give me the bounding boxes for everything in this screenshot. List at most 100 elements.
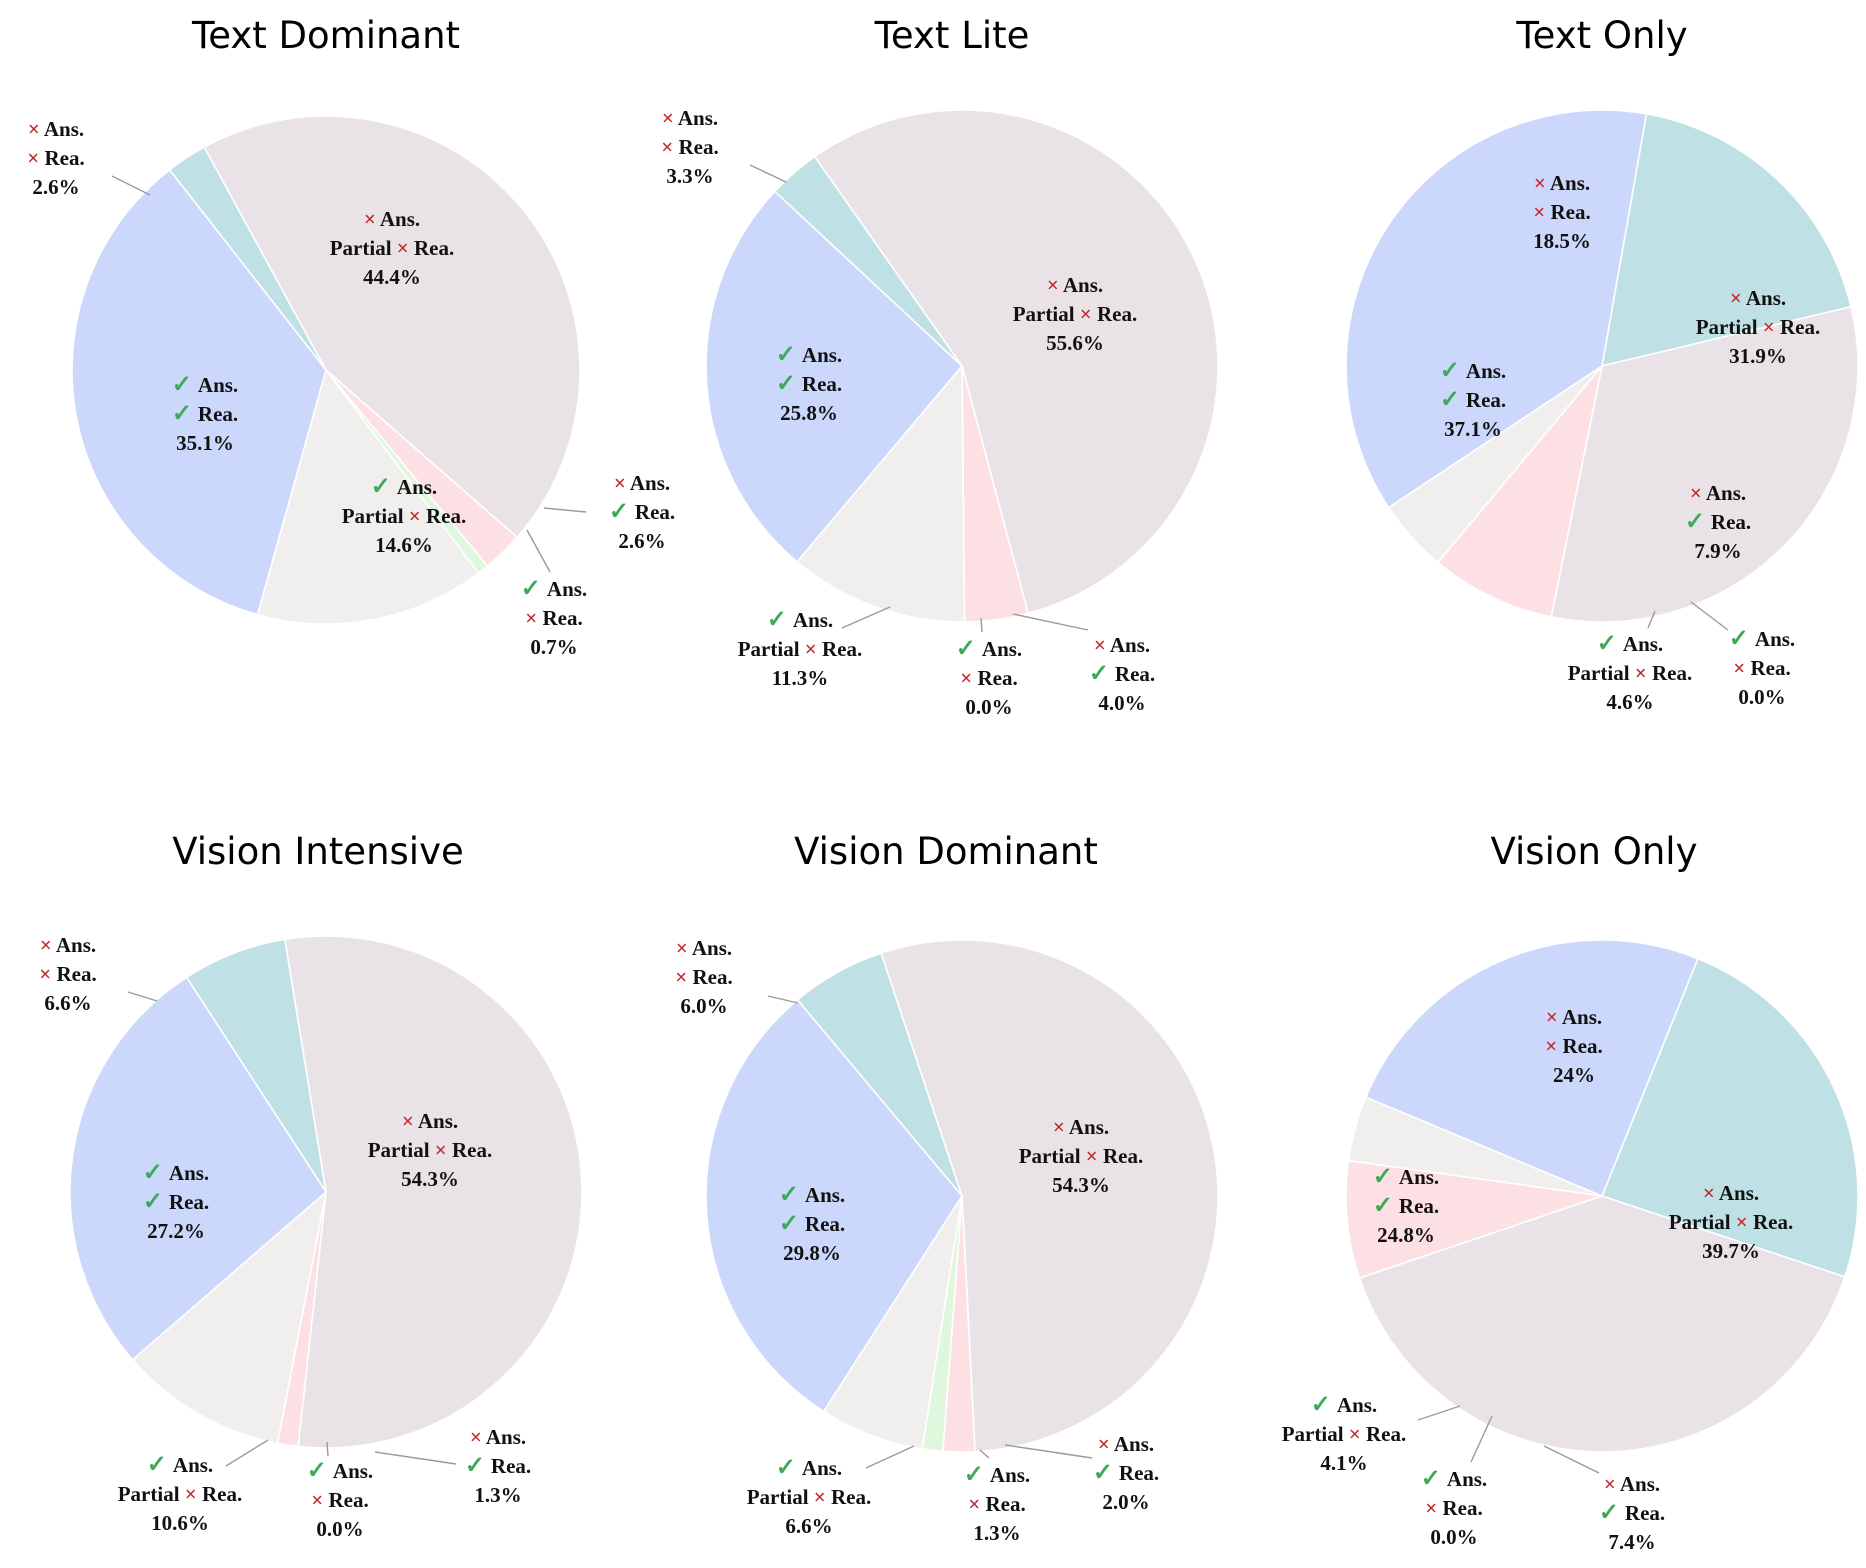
cross-icon: × [960, 666, 977, 690]
check-icon: ✓ [521, 576, 547, 602]
reasoning-line: × Rea. [39, 962, 96, 986]
pie-slice [203, 115, 581, 539]
percent-label: 3.3% [666, 164, 713, 188]
check-icon: ✓ [1373, 1193, 1399, 1219]
cross-icon: × [814, 1485, 831, 1509]
answer-line: × Ans. [1098, 1432, 1154, 1456]
reasoning-line: ✓ Rea. [465, 1453, 531, 1479]
check-icon: ✓ [776, 371, 802, 397]
check-icon: ✓ [1599, 1500, 1625, 1526]
answer-line: ✓ Ans. [779, 1182, 845, 1208]
cross-icon: × [1053, 1115, 1069, 1139]
reasoning-line: ✓ Rea. [1599, 1500, 1665, 1526]
percent-label: 6.6% [44, 991, 91, 1015]
pie-panel: Vision Intensive × Ans. × Rea. 6.6% × Ans. Pa… [39, 830, 583, 1541]
slice-label: ✓ Ans. Partial × Rea. 10.6% [118, 1452, 243, 1535]
pie-slice [69, 976, 328, 1361]
reasoning-line: × Rea. [27, 146, 84, 170]
percent-label: 7.9% [1694, 539, 1741, 563]
percent-label: 1.3% [474, 1483, 521, 1507]
answer-line: ✓ Ans. [1729, 626, 1795, 652]
pie-slice [1364, 939, 1699, 1198]
cross-icon: × [470, 1425, 486, 1449]
cross-icon: × [1533, 200, 1550, 224]
answer-line: × Ans. [470, 1425, 526, 1449]
check-icon: ✓ [1440, 387, 1466, 413]
reasoning-line: × Rea. [1545, 1034, 1602, 1058]
percent-label: 44.4% [363, 265, 421, 289]
slice-label: × Ans. × Rea. 2.6% [27, 117, 84, 199]
cross-icon: × [1086, 1144, 1103, 1168]
chart-title: Text Only [1515, 14, 1687, 57]
answer-line: ✓ Ans. [964, 1462, 1030, 1488]
slice-label: × Ans. Partial × Rea. 44.4% [330, 207, 455, 289]
check-icon: ✓ [1093, 1460, 1119, 1486]
slice-label: ✓ Ans. Partial × Rea. 11.3% [738, 607, 863, 690]
percent-label: 0.0% [1430, 1525, 1477, 1549]
reasoning-line: Partial × Rea. [1669, 1210, 1794, 1234]
cross-icon: × [1534, 171, 1550, 195]
reasoning-line: × Rea. [968, 1492, 1025, 1516]
slice-label: ✓ Ans. Partial × Rea. 4.1% [1282, 1392, 1407, 1475]
reasoning-line: Partial × Rea. [342, 504, 467, 528]
chart-title: Vision Intensive [172, 830, 463, 873]
pie-panel: Vision Only × Ans. × Rea. 24% × Ans. Partial … [1282, 830, 1859, 1554]
percent-label: 27.2% [147, 1219, 205, 1243]
cross-icon: × [1703, 1181, 1719, 1205]
answer-line: × Ans. [1053, 1115, 1109, 1139]
answer-line: ✓ Ans. [767, 607, 833, 633]
leader-line [1647, 610, 1656, 629]
reasoning-line: × Rea. [1733, 656, 1790, 680]
answer-line: × Ans. [662, 106, 718, 130]
percent-label: 2.6% [618, 529, 665, 553]
slice-label: ✓ Ans. × Rea. 1.3% [964, 1462, 1030, 1545]
leader-line [374, 1451, 457, 1465]
reasoning-line: ✓ Rea. [1440, 387, 1506, 413]
percent-label: 31.9% [1729, 344, 1787, 368]
percent-label: 54.3% [1052, 1173, 1110, 1197]
reasoning-line: Partial × Rea. [118, 1482, 243, 1506]
pie-slice [71, 168, 327, 616]
pie-slice [1550, 305, 1859, 623]
slice-label: × Ans. Partial × Rea. 54.3% [1019, 1115, 1144, 1197]
pie-slice [813, 109, 1219, 615]
answer-line: ✓ Ans. [371, 474, 437, 500]
slice-label: × Ans. × Rea. 6.6% [39, 933, 96, 1015]
check-icon: ✓ [1311, 1392, 1337, 1418]
answer-line: ✓ Ans. [1597, 631, 1663, 657]
percent-label: 18.5% [1533, 229, 1591, 253]
pie-slice [880, 939, 1219, 1453]
cross-icon: × [662, 106, 678, 130]
slice-label: ✓ Ans. Partial × Rea. 4.6% [1568, 631, 1693, 714]
slice-label: ✓ Ans. Partial × Rea. 6.6% [747, 1455, 872, 1538]
cross-icon: × [1094, 633, 1110, 657]
answer-line: × Ans. [614, 471, 670, 495]
percent-label: 29.8% [783, 1241, 841, 1265]
cross-icon: × [614, 471, 630, 495]
answer-line: × Ans. [364, 207, 420, 231]
leader-line [1543, 1445, 1600, 1474]
leader-line [1012, 613, 1089, 631]
reasoning-line: × Rea. [525, 606, 582, 630]
cross-icon: × [27, 146, 44, 170]
answer-line: × Ans. [1730, 286, 1786, 310]
reasoning-line: × Rea. [675, 965, 732, 989]
answer-line: × Ans. [676, 936, 732, 960]
percent-label: 39.7% [1702, 1239, 1760, 1263]
answer-line: × Ans. [40, 933, 96, 957]
cross-icon: × [1733, 656, 1750, 680]
check-icon: ✓ [172, 401, 198, 427]
chart-title: Vision Dominant [794, 830, 1098, 873]
slice-label: × Ans. ✓ Rea. 2.6% [609, 471, 675, 553]
reasoning-line: Partial × Rea. [1568, 661, 1693, 685]
check-icon: ✓ [1597, 631, 1623, 657]
check-icon: ✓ [1373, 1164, 1399, 1190]
cross-icon: × [185, 1482, 202, 1506]
slice-label: × Ans. × Rea. 18.5% [1533, 171, 1591, 253]
percent-label: 37.1% [1444, 417, 1502, 441]
slice-label: ✓ Ans. × Rea. 0.0% [307, 1458, 373, 1541]
answer-line: × Ans. [1094, 633, 1150, 657]
cross-icon: × [28, 117, 44, 141]
percent-label: 0.0% [965, 695, 1012, 719]
cross-icon: × [1763, 315, 1780, 339]
